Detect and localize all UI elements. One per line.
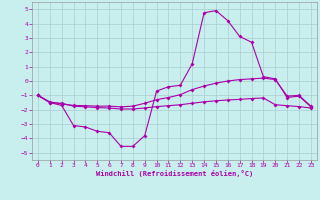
X-axis label: Windchill (Refroidissement éolien,°C): Windchill (Refroidissement éolien,°C) bbox=[96, 170, 253, 177]
